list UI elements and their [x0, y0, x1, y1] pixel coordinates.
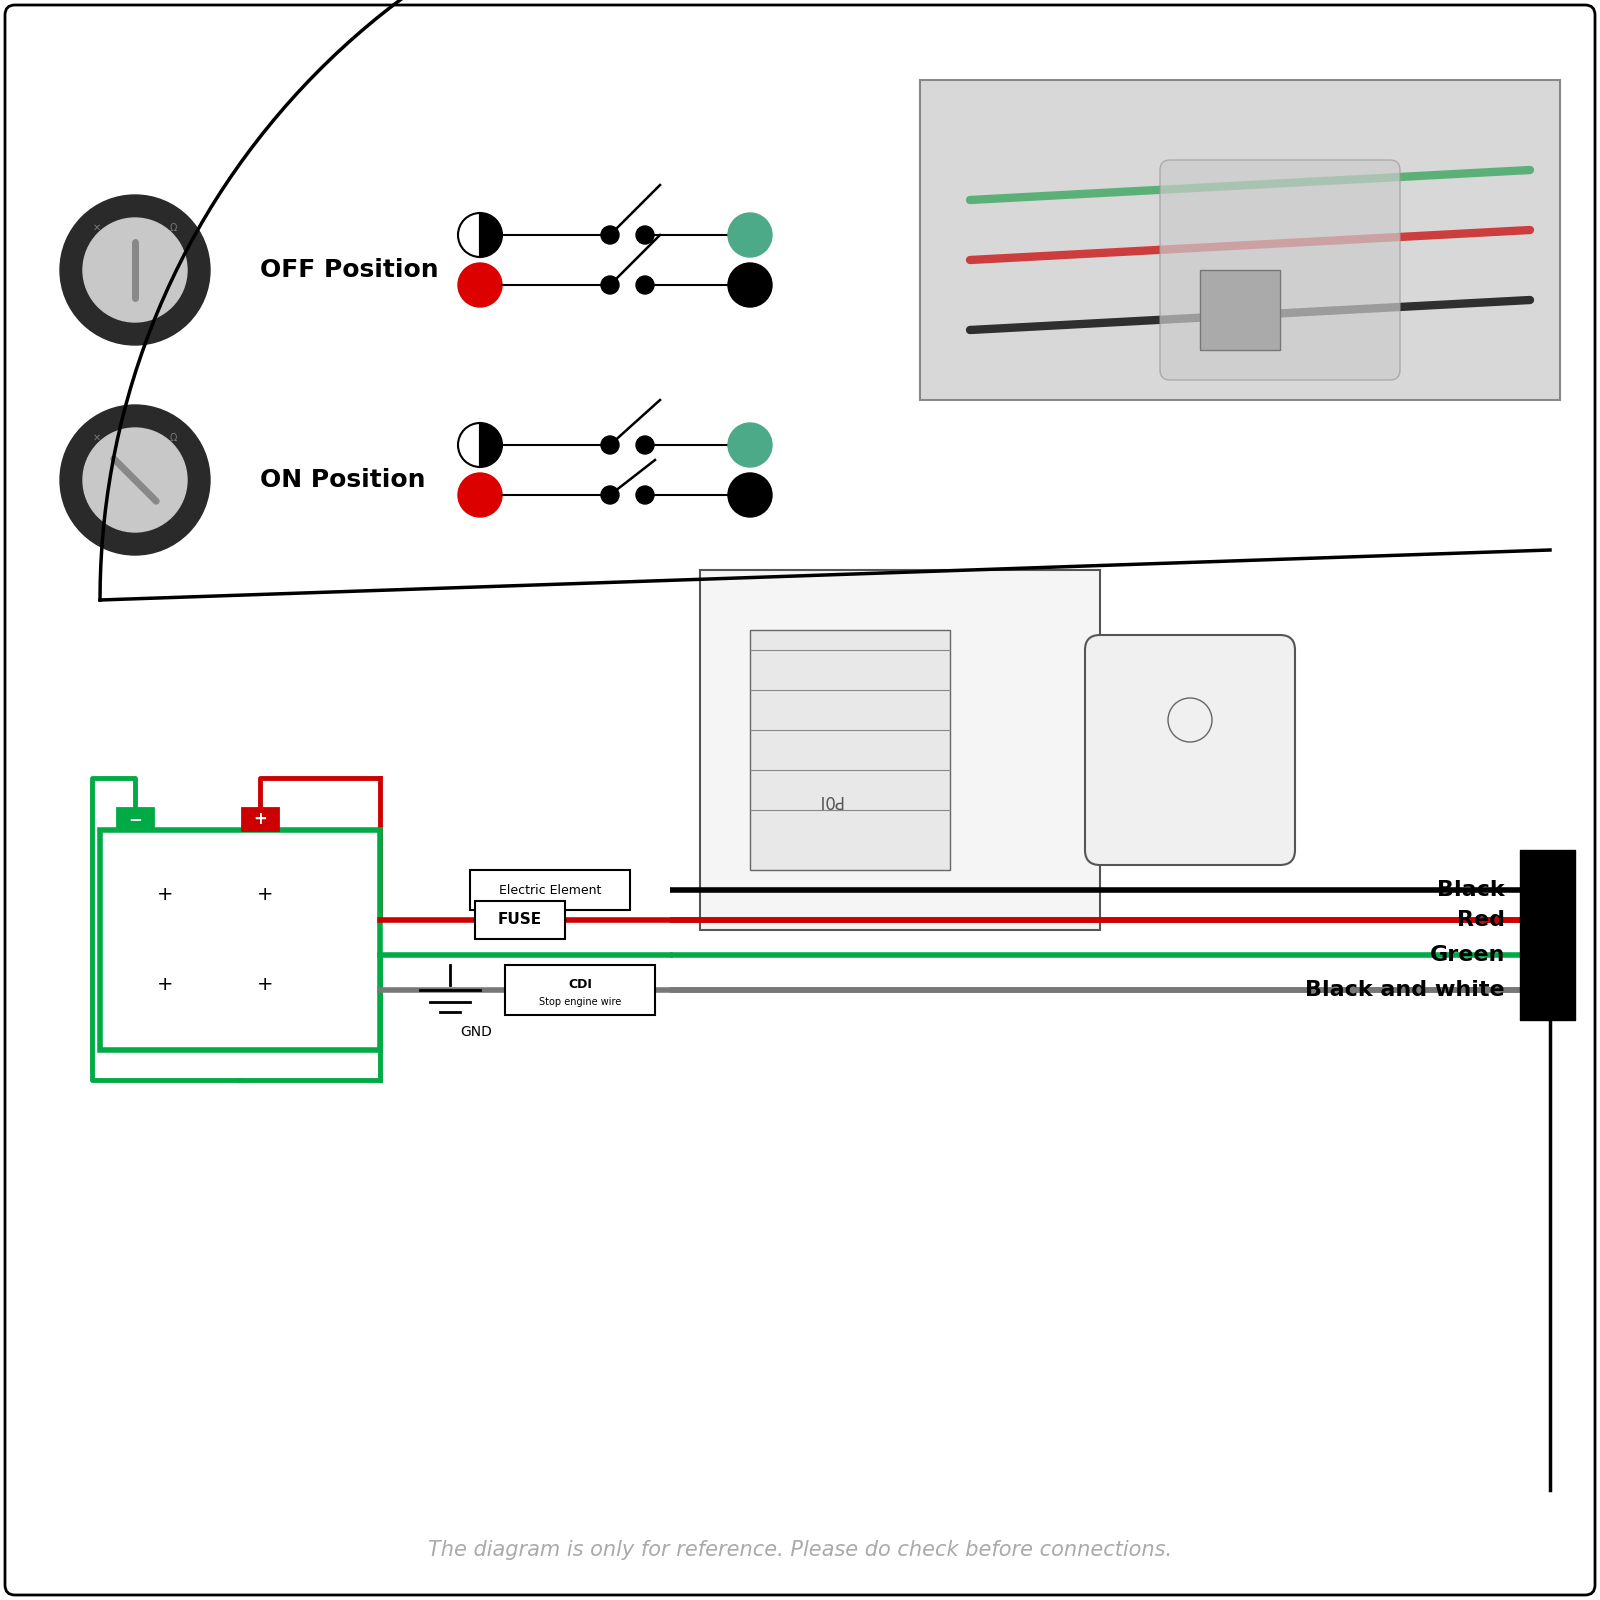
Text: Ω: Ω [170, 434, 176, 443]
Circle shape [635, 486, 654, 504]
Text: Red: Red [1458, 910, 1506, 930]
Circle shape [458, 262, 502, 307]
Circle shape [728, 422, 771, 467]
FancyBboxPatch shape [470, 870, 630, 910]
Wedge shape [458, 422, 480, 467]
Text: +: + [256, 976, 274, 995]
Text: CDI: CDI [568, 979, 592, 992]
Text: +: + [157, 976, 173, 995]
Text: GND: GND [461, 1026, 491, 1038]
Text: +: + [157, 885, 173, 904]
Text: +: + [256, 885, 274, 904]
Text: Green: Green [1430, 946, 1506, 965]
FancyBboxPatch shape [750, 630, 950, 870]
Circle shape [635, 275, 654, 294]
FancyBboxPatch shape [1200, 270, 1280, 350]
Circle shape [602, 486, 619, 504]
Circle shape [635, 226, 654, 243]
FancyBboxPatch shape [920, 80, 1560, 400]
FancyBboxPatch shape [5, 5, 1595, 1595]
Text: P0I: P0I [818, 790, 843, 810]
Circle shape [83, 427, 187, 531]
Wedge shape [458, 213, 480, 258]
Text: Ω: Ω [170, 222, 176, 234]
FancyBboxPatch shape [242, 808, 278, 830]
Text: ✕: ✕ [93, 434, 101, 443]
Wedge shape [480, 422, 502, 467]
Circle shape [61, 405, 210, 555]
FancyBboxPatch shape [701, 570, 1101, 930]
FancyBboxPatch shape [1085, 635, 1294, 866]
Circle shape [602, 226, 619, 243]
Circle shape [83, 218, 187, 322]
Text: OFF Position: OFF Position [259, 258, 438, 282]
Text: ON Position: ON Position [259, 467, 426, 493]
Text: −: − [128, 810, 142, 829]
Circle shape [602, 435, 619, 454]
Text: +: + [253, 810, 267, 829]
Text: The diagram is only for reference. Please do check before connections.: The diagram is only for reference. Pleas… [427, 1539, 1173, 1560]
FancyBboxPatch shape [506, 965, 654, 1014]
FancyBboxPatch shape [1160, 160, 1400, 379]
Text: Stop engine wire: Stop engine wire [539, 997, 621, 1006]
FancyBboxPatch shape [99, 830, 381, 1050]
Circle shape [728, 213, 771, 258]
Text: Electric Element: Electric Element [499, 883, 602, 896]
Circle shape [728, 262, 771, 307]
FancyBboxPatch shape [117, 808, 154, 830]
Text: FUSE: FUSE [498, 912, 542, 928]
FancyBboxPatch shape [475, 901, 565, 939]
Circle shape [635, 435, 654, 454]
Text: Black: Black [1437, 880, 1506, 899]
Text: ✕: ✕ [93, 222, 101, 234]
Circle shape [602, 275, 619, 294]
Wedge shape [480, 213, 502, 258]
Circle shape [458, 474, 502, 517]
Circle shape [728, 474, 771, 517]
Text: Black and white: Black and white [1306, 979, 1506, 1000]
Circle shape [61, 195, 210, 346]
